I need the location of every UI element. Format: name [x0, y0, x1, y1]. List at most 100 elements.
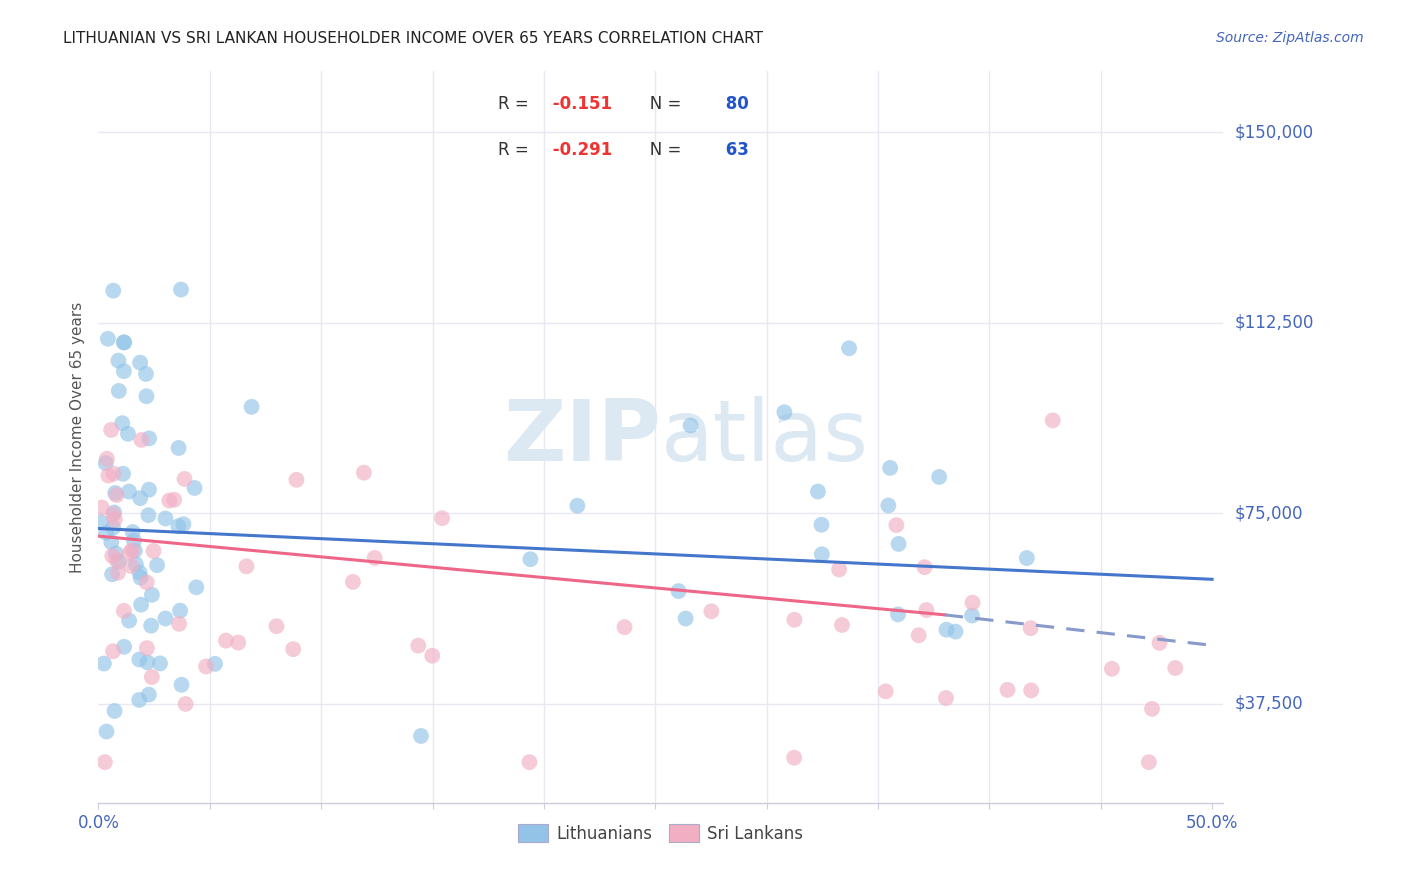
Text: $75,000: $75,000	[1234, 504, 1303, 523]
Point	[157, 493, 180, 508]
Point	[97, 332, 120, 346]
Point	[1101, 662, 1123, 676]
Point	[112, 640, 135, 654]
Point	[104, 486, 127, 500]
Point	[406, 639, 429, 653]
Point	[1015, 551, 1038, 566]
Point	[135, 389, 157, 403]
Point	[122, 533, 145, 548]
Text: 63: 63	[720, 141, 749, 160]
Point	[103, 284, 125, 298]
Point	[811, 547, 834, 561]
Point	[613, 620, 636, 634]
Point	[807, 484, 830, 499]
Text: $150,000: $150,000	[1234, 123, 1313, 141]
Point	[120, 559, 142, 574]
Point	[828, 562, 851, 576]
Point	[128, 566, 150, 580]
Point	[886, 518, 908, 533]
Point	[107, 353, 129, 368]
Point	[700, 604, 723, 618]
Point	[155, 511, 177, 525]
Point	[285, 473, 308, 487]
Point	[928, 470, 950, 484]
Point	[129, 598, 152, 612]
Y-axis label: Householder Income Over 65 years: Householder Income Over 65 years	[69, 301, 84, 573]
Point	[163, 492, 186, 507]
Point	[167, 519, 190, 533]
Point	[101, 567, 124, 582]
Point	[94, 755, 117, 769]
Point	[235, 559, 257, 574]
Point	[128, 693, 150, 707]
Point	[1042, 413, 1064, 427]
Point	[112, 364, 135, 378]
Point	[935, 623, 957, 637]
Text: atlas: atlas	[661, 395, 869, 479]
Point	[142, 544, 165, 558]
Text: N =: N =	[634, 95, 686, 113]
Point	[96, 724, 118, 739]
Point	[138, 431, 160, 445]
Point	[104, 512, 127, 526]
Point	[810, 517, 832, 532]
Point	[1019, 683, 1042, 698]
Point	[125, 558, 148, 572]
Point	[129, 571, 152, 585]
Point	[117, 426, 139, 441]
Point	[915, 603, 938, 617]
Point	[1140, 702, 1163, 716]
Point	[101, 644, 124, 658]
Point	[111, 416, 134, 430]
Point	[128, 652, 150, 666]
Point	[879, 461, 901, 475]
Point	[101, 549, 124, 563]
Point	[135, 575, 157, 590]
Point	[107, 566, 129, 580]
Point	[118, 614, 141, 628]
Point	[100, 535, 122, 549]
Point	[93, 657, 115, 671]
Point	[111, 467, 134, 481]
Text: 80: 80	[720, 95, 749, 113]
Point	[149, 657, 172, 671]
Point	[831, 618, 853, 632]
Point	[420, 648, 443, 663]
Point	[121, 543, 143, 558]
Point	[240, 400, 263, 414]
Point	[183, 481, 205, 495]
Text: -0.291: -0.291	[547, 141, 613, 160]
Text: $37,500: $37,500	[1234, 695, 1303, 713]
Point	[129, 356, 152, 370]
Point	[342, 574, 364, 589]
Point	[105, 553, 128, 567]
Point	[170, 283, 193, 297]
Point	[1164, 661, 1187, 675]
Point	[100, 423, 122, 437]
Text: R =: R =	[498, 141, 534, 160]
Point	[101, 521, 124, 535]
Point	[935, 691, 957, 706]
Point	[1137, 755, 1160, 769]
Point	[997, 682, 1019, 697]
Point	[409, 729, 432, 743]
Point	[135, 641, 157, 656]
Point	[914, 560, 936, 574]
Point	[136, 655, 159, 669]
Point	[94, 525, 117, 540]
Point	[103, 508, 125, 522]
Point	[783, 613, 806, 627]
Point	[1149, 636, 1171, 650]
Point	[283, 642, 305, 657]
Point	[138, 483, 160, 497]
Point	[103, 467, 125, 481]
Point	[141, 670, 163, 684]
Point	[121, 524, 143, 539]
Point	[962, 596, 984, 610]
Point	[135, 367, 157, 381]
Point	[167, 616, 190, 631]
Point	[838, 341, 860, 355]
Point	[186, 580, 208, 594]
Point	[112, 604, 135, 618]
Point	[353, 466, 375, 480]
